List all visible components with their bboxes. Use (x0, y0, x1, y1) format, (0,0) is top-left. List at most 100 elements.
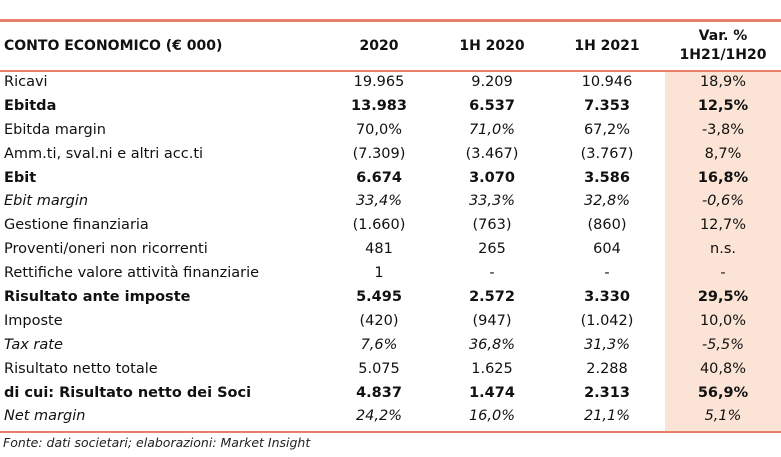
cell-1h2021: 604 (593, 241, 621, 258)
cell-1h2021: 7.353 (584, 97, 630, 114)
top-rule (0, 19, 781, 22)
column-header-1h2020: 1H 2020 (459, 38, 525, 54)
cell-1h2021: - (604, 265, 610, 282)
bottom-rule (0, 431, 781, 433)
cell-2020: 19.965 (353, 73, 405, 90)
table-row: Proventi/oneri non ricorrenti 481 265 604 n.… (0, 237, 781, 261)
row-label: Ebitda (4, 97, 57, 114)
cell-var: 29,5% (697, 288, 749, 305)
cell-1h2020: 71,0% (468, 121, 516, 138)
row-label: Ebit margin (4, 193, 89, 210)
table-row: Risultato netto totale 5.075 1.625 2.288 40,… (0, 357, 781, 381)
table-row: Ebitda 13.983 6.537 7.353 12,5% (0, 94, 781, 118)
table-row: Net margin 24,2% 16,0% 21,1% 5,1% (0, 404, 781, 428)
cell-2020: 70,0% (355, 121, 403, 138)
table-row: Ebit margin 33,4% 33,3% 32,8% -0,6% (0, 189, 781, 213)
cell-var: -0,6% (701, 193, 745, 210)
cell-1h2021: 21,1% (583, 408, 631, 425)
column-header-1h2021: 1H 2021 (574, 38, 640, 54)
cell-2020: (1.660) (352, 217, 406, 234)
cell-1h2021: 31,3% (583, 336, 631, 353)
cell-1h2020: 1.474 (469, 384, 515, 401)
cell-1h2020: 33,3% (468, 193, 516, 210)
cell-2020: 5.075 (358, 360, 400, 377)
cell-1h2020: (947) (472, 312, 512, 329)
cell-2020: 481 (365, 241, 393, 258)
table-title: CONTO ECONOMICO (€ 000) (4, 38, 223, 54)
cell-1h2020: 3.070 (469, 169, 515, 186)
cell-1h2020: 6.537 (469, 97, 515, 114)
cell-var: n.s. (710, 241, 736, 258)
table-row: Ricavi 19.965 9.209 10.946 18,9% (0, 70, 781, 94)
cell-1h2020: 2.572 (469, 288, 515, 305)
cell-1h2020: 1.625 (471, 360, 513, 377)
row-label: Ebitda margin (4, 121, 106, 138)
cell-2020: 6.674 (356, 169, 402, 186)
row-label: Gestione finanziaria (4, 217, 149, 234)
column-header-var-line2: 1H21/1H20 (679, 47, 767, 63)
cell-var: 12,7% (699, 217, 747, 234)
cell-2020: 1 (374, 265, 384, 282)
cell-1h2020: (3.467) (465, 145, 519, 162)
row-label: Rettifiche valore attività finanziarie (4, 265, 260, 282)
row-label: Imposte (4, 312, 63, 329)
cell-var: - (720, 265, 726, 282)
cell-var: 12,5% (697, 97, 749, 114)
cell-1h2021: 2.288 (586, 360, 628, 377)
cell-1h2021: 3.586 (584, 169, 630, 186)
cell-1h2021: 10.946 (581, 73, 633, 90)
cell-1h2020: 16,0% (468, 408, 516, 425)
row-label: Proventi/oneri non ricorrenti (4, 241, 208, 258)
cell-var: 16,8% (697, 169, 749, 186)
cell-var: 18,9% (699, 73, 747, 90)
cell-var: 40,8% (699, 360, 747, 377)
cell-1h2020: (763) (472, 217, 512, 234)
table-header-row: CONTO ECONOMICO (€ 000) 2020 1H 2020 1H … (0, 22, 781, 70)
table-row: Amm.ti, sval.ni e altri acc.ti (7.309) (3.… (0, 142, 781, 166)
table-row: Rettifiche valore attività finanziarie 1 -… (0, 261, 781, 285)
cell-var: 5,1% (704, 408, 742, 425)
table-row: Ebit 6.674 3.070 3.586 16,8% (0, 166, 781, 190)
cell-2020: 5.495 (356, 288, 402, 305)
cell-1h2021: 32,8% (583, 193, 631, 210)
cell-1h2021: (1.042) (580, 312, 634, 329)
cell-1h2021: 2.313 (584, 384, 630, 401)
cell-2020: (7.309) (352, 145, 406, 162)
table-row: Imposte (420) (947) (1.042) 10,0% (0, 309, 781, 333)
cell-1h2021: (860) (587, 217, 627, 234)
table-row: Gestione finanziaria (1.660) (763) (860) 12,… (0, 213, 781, 237)
cell-1h2021: 67,2% (583, 121, 631, 138)
cell-1h2021: (3.767) (580, 145, 634, 162)
row-label: Net margin (4, 408, 86, 425)
cell-2020: (420) (359, 312, 399, 329)
cell-var: -3,8% (701, 121, 745, 138)
table-row: Risultato ante imposte 5.495 2.572 3.330 29,… (0, 285, 781, 309)
column-header-2020: 2020 (359, 38, 399, 54)
cell-2020: 13.983 (351, 97, 407, 114)
cell-1h2020: 265 (478, 241, 506, 258)
row-label: Amm.ti, sval.ni e altri acc.ti (4, 145, 204, 162)
cell-var: 8,7% (704, 145, 742, 162)
row-label: di cui: Risultato netto dei Soci (4, 384, 252, 401)
row-label: Tax rate (4, 336, 63, 353)
cell-1h2020: 9.209 (471, 73, 513, 90)
column-header-var-line1: Var. % (698, 28, 748, 44)
row-label: Risultato ante imposte (4, 288, 191, 305)
cell-1h2020: - (489, 265, 495, 282)
source-note: Fonte: dati societari; elaborazioni: Mar… (3, 435, 311, 450)
cell-2020: 33,4% (355, 193, 403, 210)
cell-var: 10,0% (699, 312, 747, 329)
cell-1h2021: 3.330 (584, 288, 630, 305)
header-rule (0, 70, 781, 72)
income-statement-table: CONTO ECONOMICO (€ 000) 2020 1H 2020 1H … (0, 22, 781, 428)
cell-1h2020: 36,8% (468, 336, 516, 353)
row-label: Ebit (4, 169, 37, 186)
cell-2020: 4.837 (356, 384, 402, 401)
cell-var: -5,5% (701, 336, 745, 353)
table-row: Ebitda margin 70,0% 71,0% 67,2% -3,8% (0, 118, 781, 142)
table-row: Tax rate 7,6% 36,8% 31,3% -5,5% (0, 333, 781, 357)
cell-var: 56,9% (697, 384, 749, 401)
row-label: Ricavi (4, 73, 48, 90)
cell-2020: 7,6% (360, 336, 398, 353)
cell-2020: 24,2% (355, 408, 403, 425)
